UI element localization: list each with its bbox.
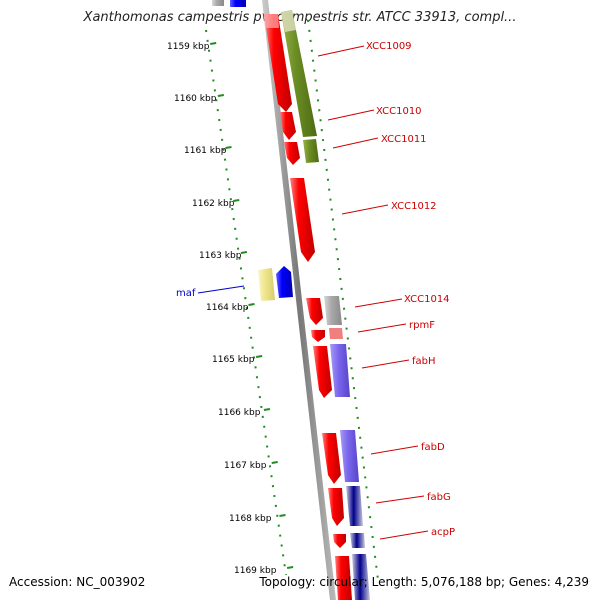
gene-label-acpp[interactable]: acpP: [431, 527, 455, 538]
kbp-label: 1169 kbp: [234, 566, 277, 576]
map-title: Xanthomonas campestris pv. campestris st…: [83, 10, 517, 25]
genome-backbone: [262, 0, 336, 600]
gene-label-maf[interactable]: maf: [176, 288, 196, 299]
left-tick-rail: [205, 29, 287, 576]
kbp-label: 1162 kbp: [192, 199, 235, 209]
kbp-label: 1166 kbp: [218, 408, 261, 418]
gene-label-xcc1014[interactable]: XCC1014: [404, 294, 450, 305]
feature-salmon-rpmf[interactable]: [329, 328, 343, 339]
cds-xcc1012[interactable]: [290, 178, 315, 262]
gene-label-xcc1011[interactable]: XCC1011: [381, 134, 427, 145]
tick-mark: [225, 146, 232, 149]
tick-mark: [248, 303, 255, 306]
cds-xcc1011[interactable]: [284, 142, 300, 165]
feature-navy-acpp[interactable]: [350, 533, 365, 548]
gene-label-fabh[interactable]: fabH: [412, 356, 436, 367]
gene-label-xcc1012[interactable]: XCC1012: [391, 201, 437, 212]
cds-acpp[interactable]: [333, 534, 346, 548]
feature-yellow-maf[interactable]: [258, 268, 275, 301]
gene-label-rpmf[interactable]: rpmF: [409, 320, 435, 331]
tick-mark: [263, 408, 271, 411]
gene-label-xcc1010[interactable]: XCC1010: [376, 106, 422, 117]
tick-mark: [240, 251, 248, 254]
tick-mark: [255, 355, 263, 358]
leader-line-maf: [197, 285, 245, 294]
tick-marks: [210, 42, 294, 569]
cds-fabd[interactable]: [322, 433, 341, 484]
cds-fabg[interactable]: [328, 488, 344, 526]
tick-mark: [286, 566, 294, 569]
feature-purple-fabh[interactable]: [330, 344, 350, 397]
kbp-label: 1164 kbp: [206, 303, 249, 313]
partial-blue-feature[interactable]: [230, 0, 246, 7]
kbp-label: 1160 kbp: [174, 94, 217, 104]
feature-purple-fabd[interactable]: [340, 430, 359, 482]
topology-text: Topology: circular; Length: 5,076,188 bp…: [259, 575, 589, 589]
cds-xcc1014[interactable]: [306, 298, 323, 325]
gene-label-fabd[interactable]: fabD: [421, 442, 445, 453]
cds-rpmf[interactable]: [311, 330, 325, 342]
right-tick-rail: [307, 19, 379, 581]
leader-lines: [317, 45, 429, 540]
cds-fabh[interactable]: [313, 346, 332, 398]
tick-mark: [217, 94, 224, 97]
cds-partial-bottom[interactable]: [335, 556, 352, 600]
kbp-label: 1168 kbp: [229, 514, 272, 524]
cds-xcc1009-highlight: [264, 14, 279, 28]
cds-maf[interactable]: [276, 266, 293, 298]
tick-mark: [271, 461, 278, 464]
kbp-label: 1167 kbp: [224, 461, 267, 471]
kbp-label: 1163 kbp: [199, 251, 242, 261]
kbp-label: 1161 kbp: [184, 146, 227, 156]
accession-text: Accession: NC_003902: [9, 575, 146, 589]
feature-olive-cap: [281, 10, 296, 32]
gene-label-xcc1009[interactable]: XCC1009: [366, 41, 412, 52]
feature-navy-fabg[interactable]: [346, 486, 363, 526]
tick-mark: [210, 42, 217, 45]
kbp-label: 1159 kbp: [167, 42, 210, 52]
cds-xcc1010[interactable]: [280, 112, 296, 140]
feature-grey-xcc1014[interactable]: [324, 296, 342, 325]
kbp-labels: 1159 kbp 1160 kbp 1161 kbp 1162 kbp 1163…: [167, 42, 277, 576]
tick-mark: [233, 199, 240, 202]
feature-olive-xcc1009[interactable]: [281, 10, 317, 137]
feature-navy-bottom[interactable]: [352, 554, 370, 600]
gene-label-fabg[interactable]: fabG: [427, 492, 451, 503]
tick-mark: [279, 514, 286, 517]
feature-olive-xcc1011[interactable]: [303, 139, 319, 163]
cds-xcc1009[interactable]: [264, 14, 292, 112]
partial-grey-feature[interactable]: [212, 0, 224, 6]
kbp-label: 1165 kbp: [212, 355, 255, 365]
